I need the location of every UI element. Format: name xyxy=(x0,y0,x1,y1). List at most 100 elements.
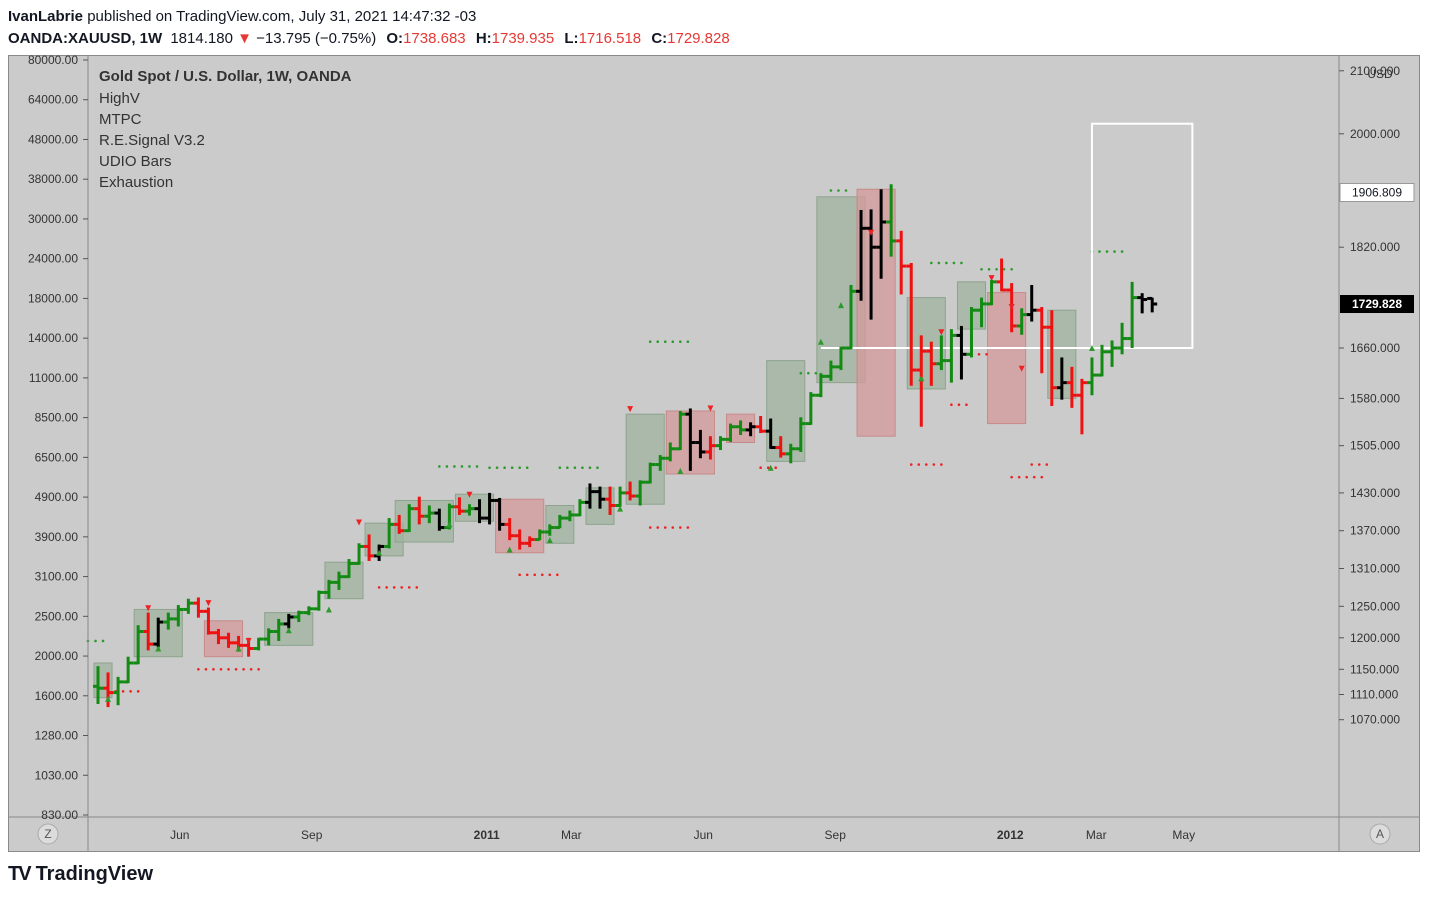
sell-triangle xyxy=(1008,304,1015,311)
ohlc-bar xyxy=(846,285,856,350)
close-value: 1729.828 xyxy=(667,30,730,47)
signal-triangles xyxy=(105,229,1095,702)
signal-dot xyxy=(945,261,948,265)
sell-triangle xyxy=(145,605,152,612)
brand-name[interactable]: TradingView xyxy=(35,863,154,885)
signal-dot xyxy=(1025,475,1028,479)
legend-title[interactable]: Gold Spot / U.S. Dollar, 1W, OANDA xyxy=(99,68,352,85)
signal-dot xyxy=(234,668,238,671)
signal-dot xyxy=(987,267,991,271)
signal-dot xyxy=(392,586,396,589)
ohlc-bar xyxy=(203,607,214,635)
ohlc-bar xyxy=(494,497,505,531)
ohlc-bar xyxy=(213,628,224,645)
ohlc-bar xyxy=(514,529,525,550)
signal-dot xyxy=(648,526,652,529)
price-level-label[interactable]: 1906.809 xyxy=(1339,183,1415,203)
ohlc-bar xyxy=(876,189,887,279)
buy-triangle xyxy=(155,645,162,652)
signal-dot xyxy=(468,465,471,468)
ohlc-bar xyxy=(333,571,344,590)
time-tick-label: Sep xyxy=(301,828,323,842)
legend-indicator[interactable]: UDIO Bars xyxy=(99,153,172,170)
ohlc-bar xyxy=(554,514,565,530)
ohlc-bar xyxy=(625,481,636,501)
right-axis-unit: USD xyxy=(1367,67,1393,81)
ohlc-bar xyxy=(1026,285,1037,322)
author-name[interactable]: IvanLabrie xyxy=(8,8,84,25)
ohlc-bar xyxy=(344,559,354,579)
signal-dot xyxy=(540,573,544,577)
ohlc-bar xyxy=(725,423,736,442)
signal-dot xyxy=(807,371,810,375)
right-tick-label: 1580.000 xyxy=(1350,391,1400,405)
signal-dot xyxy=(588,466,592,470)
signal-dot xyxy=(1040,475,1044,479)
signal-dot xyxy=(227,668,230,671)
ohlc-bar xyxy=(113,676,124,706)
legend-indicator[interactable]: HighV xyxy=(99,90,140,107)
signal-dot xyxy=(1045,463,1049,466)
shaded-zones xyxy=(93,188,1077,699)
left-tick-label: 3100.00 xyxy=(35,570,79,584)
signal-dot xyxy=(799,371,803,375)
buy-triangle xyxy=(837,302,844,309)
right-tick-label: 1370.000 xyxy=(1350,524,1400,538)
signal-dot xyxy=(1113,250,1116,253)
ohlc-bar xyxy=(906,262,917,386)
ohlc-bar xyxy=(464,504,475,516)
shaded-zone xyxy=(906,297,946,390)
left-tick-label: 8500.00 xyxy=(35,411,79,425)
legend-indicator[interactable]: R.E.Signal V3.2 xyxy=(99,132,205,149)
ohlc-bar xyxy=(1107,340,1118,367)
signal-dot xyxy=(930,261,933,265)
ohlc-bar xyxy=(1076,378,1087,435)
signal-dot xyxy=(438,465,441,468)
highlight-annotation[interactable] xyxy=(820,122,1194,349)
buy-triangle xyxy=(918,375,925,382)
signal-dot xyxy=(663,526,667,529)
legend-indicator[interactable]: Exhaustion xyxy=(99,174,173,191)
buy-triangle xyxy=(285,627,292,634)
shaded-zone xyxy=(625,413,665,505)
ohlc-bar xyxy=(705,436,716,460)
tradingview-logo-icon: TV xyxy=(8,863,32,885)
signal-dot xyxy=(596,466,599,470)
sell-triangle xyxy=(938,329,945,336)
buy-triangle xyxy=(1088,345,1095,351)
ohlc-bar xyxy=(454,497,465,515)
legend-indicator[interactable]: MTPC xyxy=(99,111,142,128)
signal-dot xyxy=(581,466,584,470)
buy-triangle xyxy=(506,546,513,553)
ohlc-bar xyxy=(484,492,495,525)
ohlc-bar xyxy=(1097,344,1107,377)
ohlc-bar xyxy=(293,610,304,623)
last-price-label[interactable]: 1729.828 xyxy=(1340,295,1414,314)
ohlc-bar xyxy=(765,418,776,450)
ohlc-bar xyxy=(153,617,164,648)
time-tick-label: 2011 xyxy=(474,828,500,842)
right-tick-label: 1505.000 xyxy=(1350,439,1400,453)
signal-dot xyxy=(212,668,215,671)
ohlc-bar xyxy=(615,486,626,507)
signal-dot xyxy=(558,466,562,470)
buy-triangle xyxy=(105,695,112,702)
ohlc-bar xyxy=(364,534,375,561)
auto-scale-button[interactable]: A xyxy=(1369,823,1391,845)
ohlc-bar xyxy=(1016,308,1027,335)
zoom-button[interactable]: Z xyxy=(37,823,59,845)
signal-dot xyxy=(686,340,690,344)
highlight-box[interactable] xyxy=(1090,122,1194,349)
ohlc-bar xyxy=(1086,357,1097,396)
signal-dot xyxy=(475,465,479,468)
left-tick-label: 30000.00 xyxy=(28,212,78,226)
ohlc-bar xyxy=(775,436,786,458)
signal-dot xyxy=(679,340,682,344)
low-label: L: xyxy=(564,30,579,47)
shaded-zone xyxy=(766,360,806,462)
signal-dot xyxy=(1010,267,1013,271)
buy-triangle xyxy=(325,606,332,613)
signal-dot xyxy=(101,639,105,643)
price-chart[interactable]: 80000.00 64000.00 48000.00 38000.00 30000.00… xyxy=(8,55,1420,852)
ohlc-bar xyxy=(645,462,656,484)
